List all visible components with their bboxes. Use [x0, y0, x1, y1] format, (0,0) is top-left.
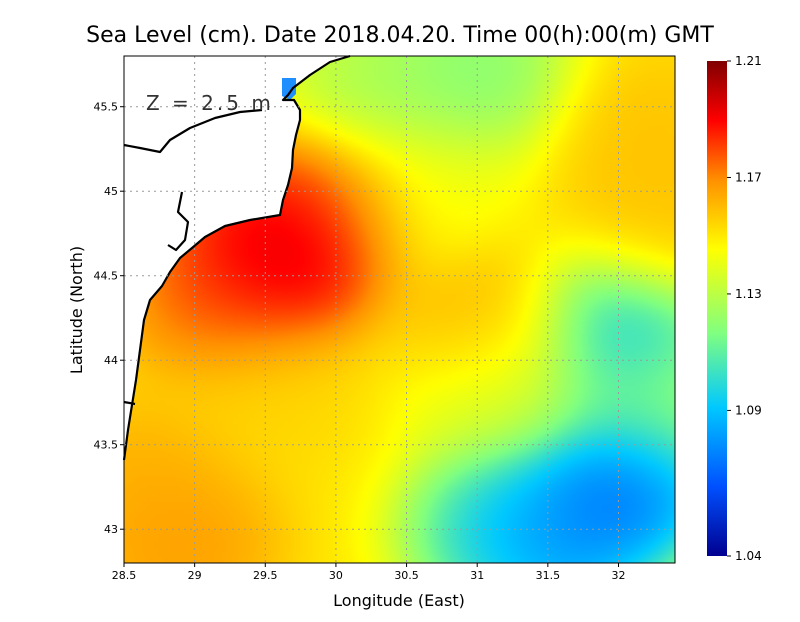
x-tick-label: 32: [611, 569, 625, 582]
y-tick-label: 45: [104, 185, 118, 198]
x-tick-label: 31.5: [536, 569, 561, 582]
coastline-main: [122, 54, 351, 461]
x-axis-ticks: 28.5 29 29.5 30 30.5 31 31.5 32: [112, 563, 625, 582]
x-tick-label: 29: [188, 569, 202, 582]
x-tick-label: 30.5: [394, 569, 419, 582]
colorbar-tick-label: 1.17: [735, 170, 762, 184]
y-tick-label: 45.5: [94, 101, 119, 114]
x-axis-label: Longitude (East): [333, 591, 465, 610]
coastline-liman-2: [167, 191, 190, 252]
colorbar-gradient: [707, 61, 727, 556]
lat-lon-grid: [124, 56, 675, 563]
x-tick-label: 31: [470, 569, 484, 582]
x-tick-label: 28.5: [112, 569, 137, 582]
colorbar: 1.04 1.09 1.13 1.17 1.21: [707, 54, 762, 563]
y-tick-label: 44.5: [94, 270, 119, 283]
y-tick-label: 43: [104, 523, 118, 536]
colorbar-ticks: 1.04 1.09 1.13 1.17 1.21: [727, 54, 762, 563]
coastline: [122, 54, 351, 461]
land-inlet-blue: [282, 78, 296, 100]
y-tick-label: 44: [104, 354, 118, 367]
colorbar-tick-label: 1.13: [735, 287, 762, 301]
coastline-liman-3: [123, 400, 136, 406]
depth-label: Z = 2.5 m: [146, 91, 274, 115]
x-tick-label: 30: [329, 569, 343, 582]
plot-area: Z = 2.5 m: [122, 54, 676, 564]
land-area: [124, 56, 350, 460]
plot-frame: [123, 55, 676, 564]
colorbar-tick-label: 1.04: [735, 549, 762, 563]
map-title: Sea Level (cm). Date 2018.04.20. Time 00…: [86, 23, 714, 48]
colorbar-tick-label: 1.09: [735, 403, 762, 417]
x-tick-label: 29.5: [253, 569, 278, 582]
y-tick-label: 43.5: [94, 439, 119, 452]
land-mass: [124, 56, 350, 460]
y-axis-ticks: 43 43.5 44 44.5 45 45.5: [94, 101, 124, 536]
colorbar-tick-label: 1.21: [735, 54, 762, 68]
coastline-liman-1: [123, 108, 263, 154]
y-axis-label: Latitude (North): [67, 246, 86, 374]
